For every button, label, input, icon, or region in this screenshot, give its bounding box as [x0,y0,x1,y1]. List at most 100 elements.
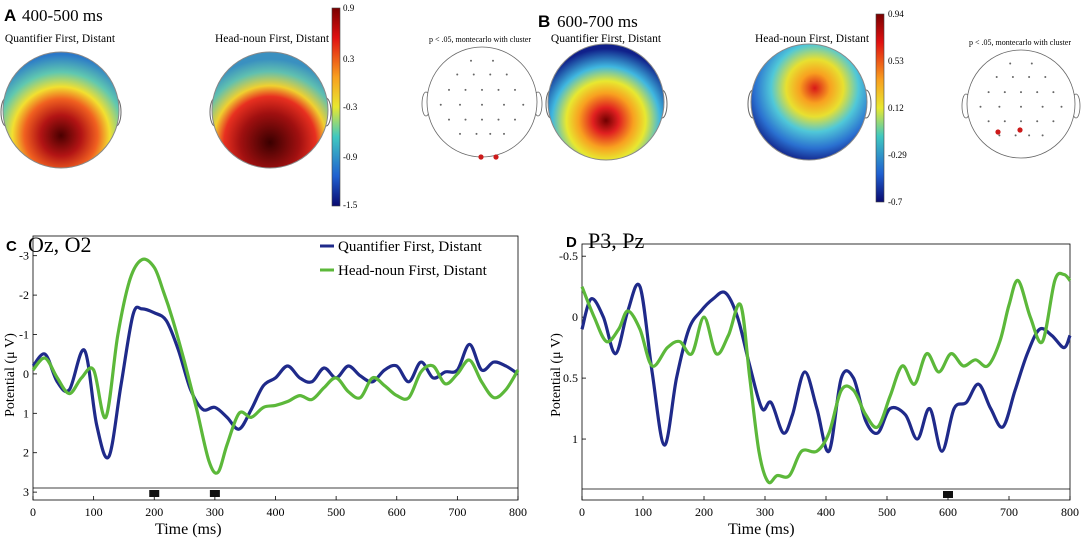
chart-c-xtick-label-2: 200 [145,505,163,519]
chart-c-xtick-label-5: 500 [327,505,345,519]
chart-c-ytick-label-2: -1 [19,328,29,342]
electrode-dot-0 [470,59,472,62]
electrode-dot-12 [998,105,1001,108]
chart-c-stimulus-marker-0 [149,490,160,497]
chart-d: 0 100 200 300 400 500 600 700 800 -0.5 0 0.5 1 [559,243,1079,519]
chart-d-ytick-label-1: 0 [572,310,578,324]
electrode-dot-3 [1011,76,1014,78]
colorbar-b: 0.94 0.53 0.12 -0.29 -0.7 [875,9,907,207]
electrode-dot-0 [1009,62,1012,65]
chart-d-xtick-label-1: 100 [634,505,652,519]
chart-d-xtick-label-6: 600 [939,505,957,519]
topo-a3-significant-electrode-1 [478,154,484,160]
chart-c-ytick-label-3: 0 [23,367,29,381]
electrode-dot-24 [503,132,505,135]
colorbar-b-tick-0: 0.94 [888,9,904,19]
electrode-dot-11 [439,103,442,106]
chart-c-xlabel: Time (ms) [155,521,222,538]
chart-c-xtick-label-1: 100 [85,505,103,519]
electrode-dot-23 [1028,134,1031,137]
chart-d-xtick-label-2: 200 [695,505,713,519]
topo-a3 [421,46,543,160]
chart-c: 0 100 200 300 400 500 600 700 800 -3 -2 -1 0 1 2 3 [19,235,527,519]
chart-d-xtick-label-3: 300 [756,505,774,519]
colorbar-a: 0.9 0.3 -0.3 -0.9 -1.5 [331,3,358,210]
topo-b3-significant-electrode-1 [995,129,1001,135]
electrode-dot-23 [489,132,492,135]
electrode-dot-24 [1041,134,1044,137]
panel-d-title: P3, Pz [588,228,644,253]
chart-d-ytick-label-0: -0.5 [559,249,578,263]
colorbar-a-scale [331,7,341,207]
electrode-dot-1 [492,59,494,62]
panel-a-letter: A [4,6,16,25]
electrode-dot-15 [522,103,525,106]
topo-b2-title: Head-noun First, Distant [755,33,870,45]
panel-b-letter: B [538,12,550,31]
topo-b1-title: Quantifier First, Distant [551,33,662,45]
topo-a1 [0,51,122,169]
electrode-dot-22 [1014,134,1017,137]
electrode-dot-19 [1036,120,1039,123]
topo-b3-significant-electrode-2 [1017,127,1023,133]
electrode-dot-7 [1003,91,1006,94]
chart-c-xtick-label-0: 0 [30,505,36,519]
electrode-dot-9 [1036,91,1039,94]
chart-d-xtick-label-0: 0 [579,505,585,519]
chart-d-xtick-label-7: 700 [1000,505,1018,519]
electrode-dot-2 [995,76,998,78]
electrode-dot-5 [505,73,508,76]
chart-c-ytick-label-4: 1 [23,406,29,420]
topo-a1-map [2,51,120,169]
chart-d-ylabel: Potential (μ V) [549,333,564,417]
topo-a3-significant-electrode-2 [493,154,499,160]
chart-c-xtick-label-4: 400 [267,505,285,519]
electrode-dot-8 [481,88,483,91]
chart-d-xtick-label-4: 400 [817,505,835,519]
electrode-dot-21 [998,134,1001,137]
electrode-dot-20 [514,118,516,121]
chart-d-axes-frame [581,243,1071,501]
panel-a-window: 400-500 ms [22,6,103,25]
electrode-dot-16 [448,118,450,121]
electrode-dot-21 [459,132,461,135]
chart-d-series-0-line [580,282,1072,453]
chart-c-xtick-label-3: 300 [206,505,224,519]
electrode-dot-12 [459,103,461,106]
electrode-dot-4 [489,73,492,76]
topo-b2 [747,43,872,161]
electrode-dot-6 [987,91,990,94]
topo-b3-title: p < .05, montecarlo with cluster [969,38,1071,47]
colorbar-b-tick-2: 0.12 [888,103,904,113]
topo-b3 [961,49,1081,159]
electrode-dot-19 [497,118,500,121]
chart-c-xtick-label-7: 700 [448,505,466,519]
colorbar-a-tick-1: 0.3 [343,54,355,64]
topo-a3-electrodes [439,59,525,135]
chart-c-ytick-label-0: -3 [19,249,29,263]
chart-c-ytick-label-1: -2 [19,288,29,302]
topo-a3-title: p < .05, montecarlo with cluster [429,35,531,44]
electrode-dot-14 [503,103,505,106]
legend-label-quantifier: Quantifier First, Distant [338,239,483,255]
electrode-dot-5 [1044,76,1047,78]
electrode-dot-15 [1060,105,1063,108]
topo-b1-map [547,43,665,161]
chart-d-xlabel: Time (ms) [728,521,795,538]
electrode-dot-20 [1052,120,1055,123]
electrode-dot-2 [456,73,459,76]
colorbar-a-tick-3: -0.9 [343,152,358,162]
topo-a2 [209,51,332,169]
chart-d-ytick-label-3: 1 [572,432,578,446]
electrode-dot-22 [475,132,478,135]
electrode-dot-18 [481,118,483,121]
electrode-dot-17 [1003,120,1006,123]
electrode-dot-9 [497,88,500,91]
electrode-dot-14 [1041,105,1044,108]
electrode-dot-6 [448,88,450,91]
electrode-dot-10 [514,88,516,91]
chart-d-xtick-label-8: 800 [1061,505,1079,519]
panel-c-letter: C [6,238,17,255]
chart-d-series-1-line [580,271,1072,485]
